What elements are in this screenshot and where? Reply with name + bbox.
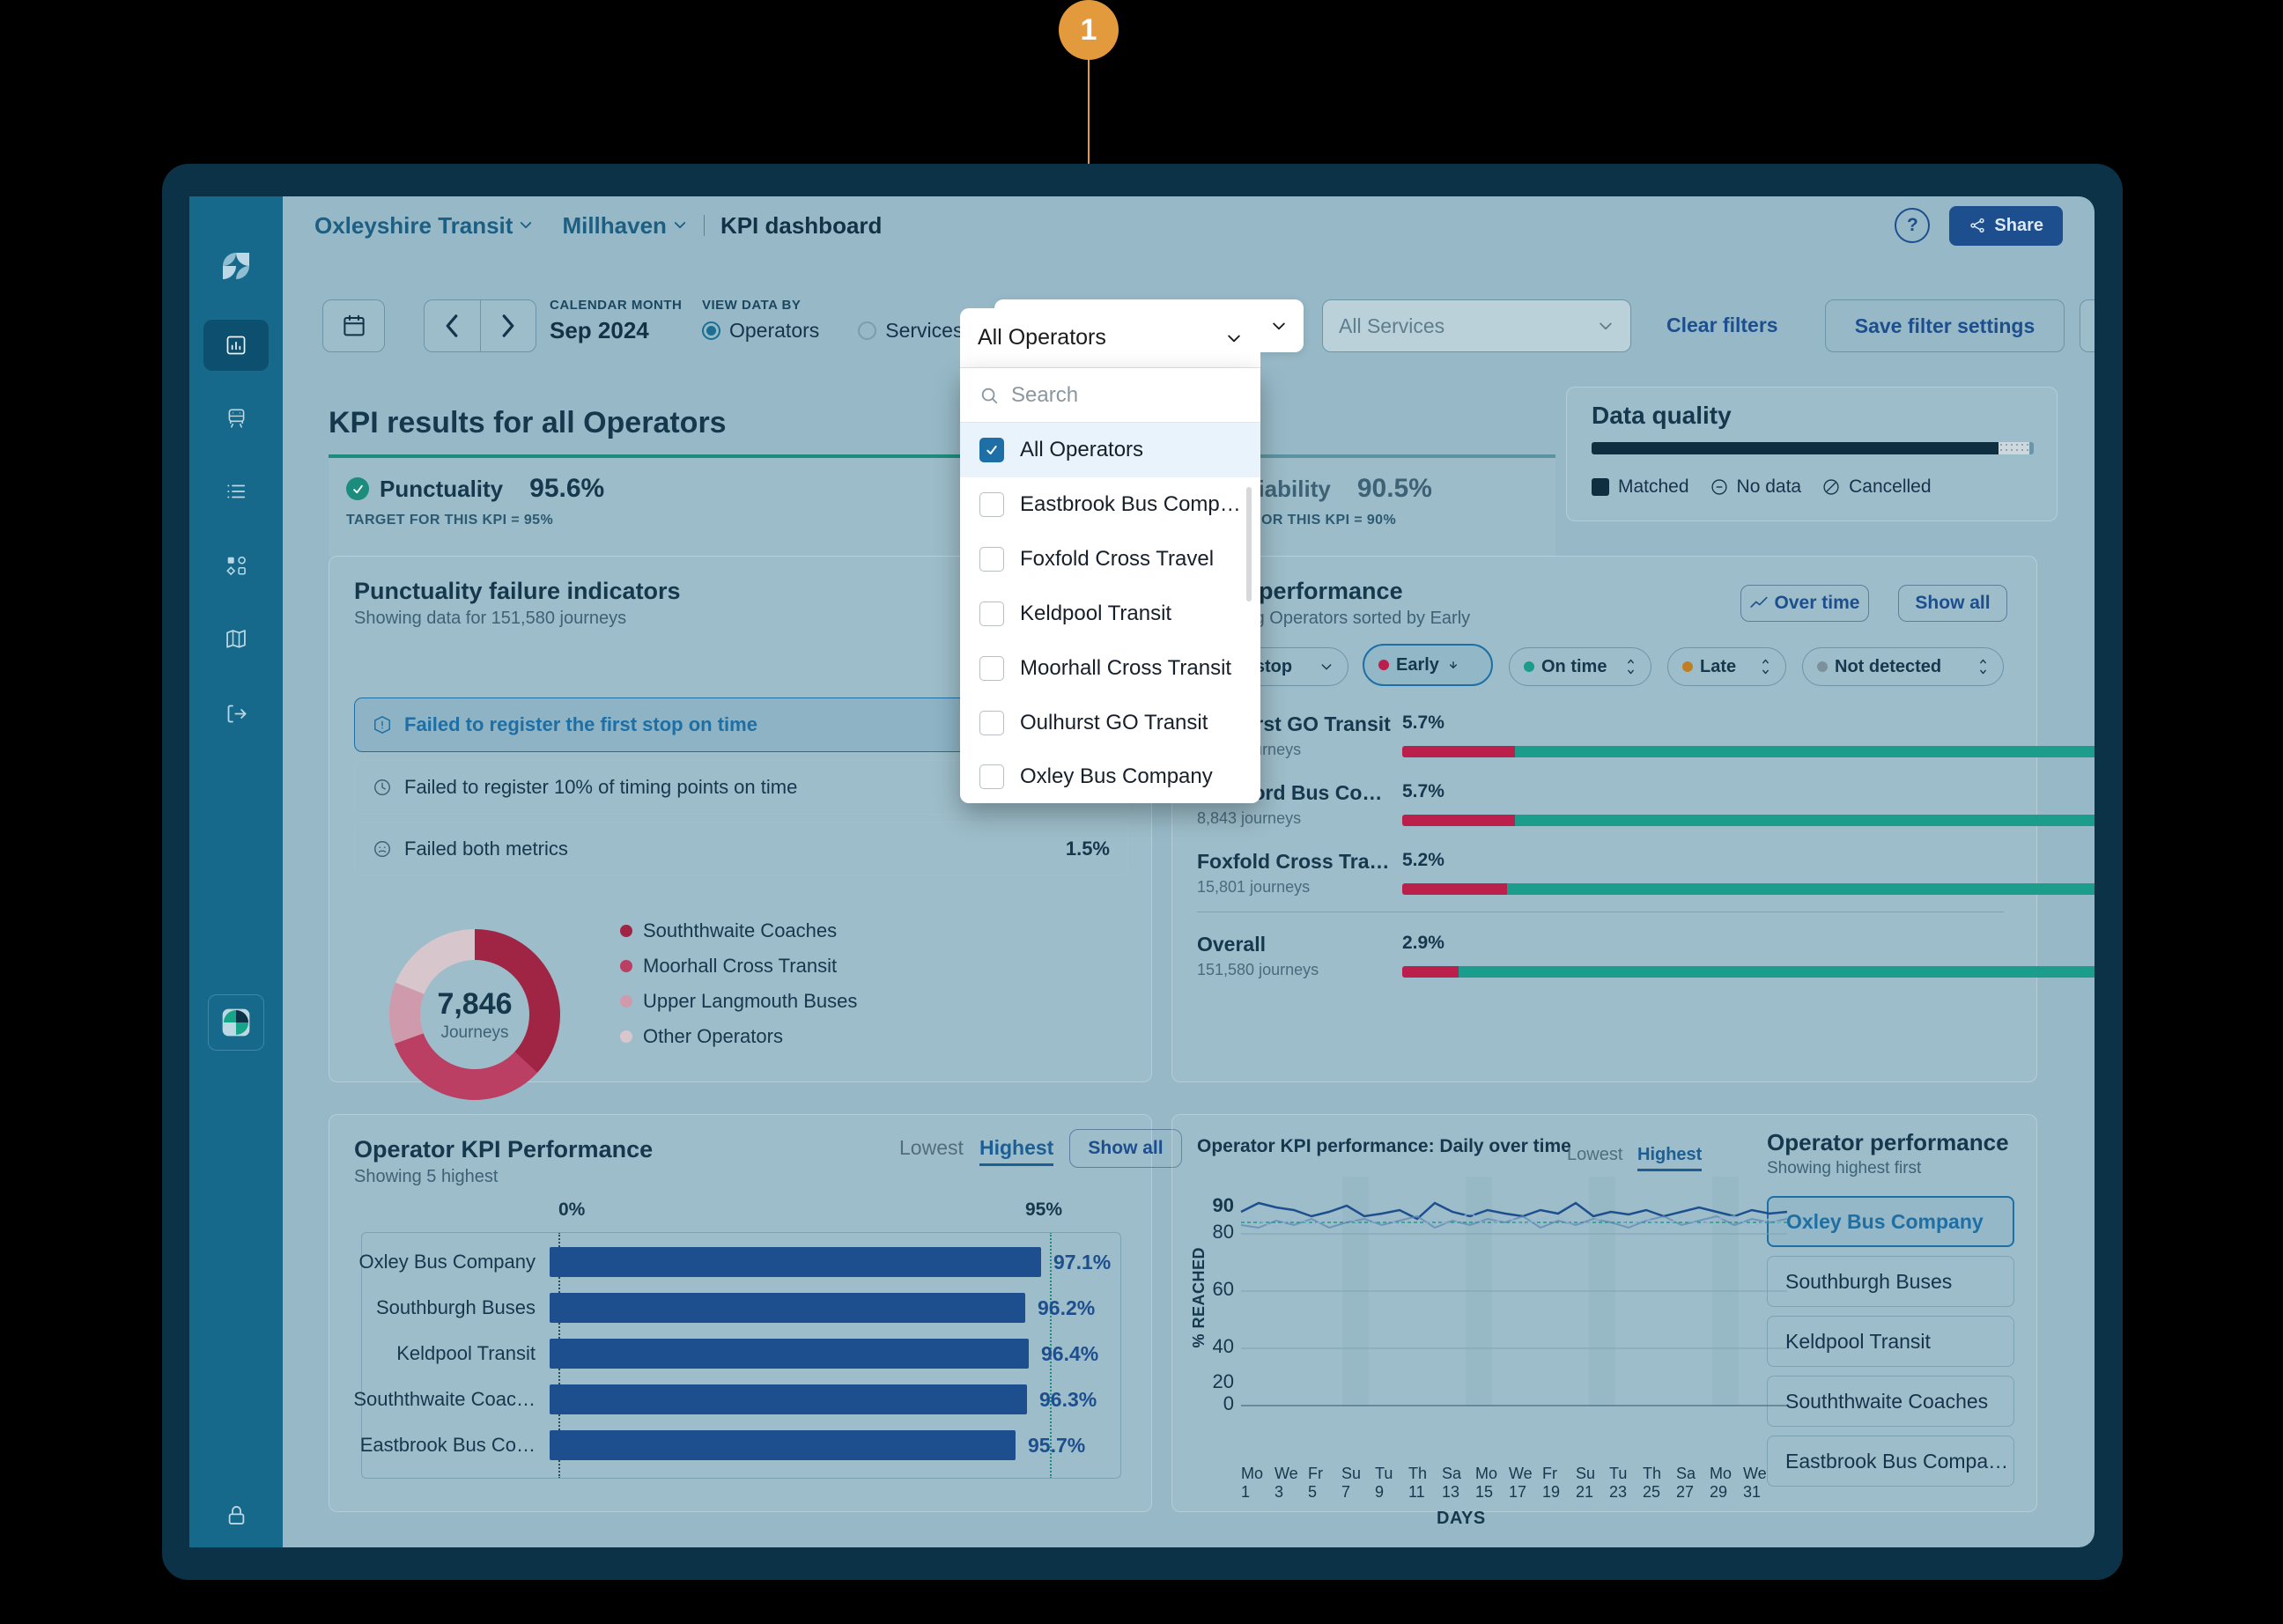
svg-text:0: 0 <box>1223 1392 1234 1414</box>
svg-text:60: 60 <box>1213 1278 1234 1300</box>
svg-text:90: 90 <box>1213 1194 1234 1216</box>
svg-text:20: 20 <box>1213 1370 1234 1392</box>
svg-text:40: 40 <box>1213 1335 1234 1357</box>
svg-text:80: 80 <box>1213 1221 1234 1243</box>
